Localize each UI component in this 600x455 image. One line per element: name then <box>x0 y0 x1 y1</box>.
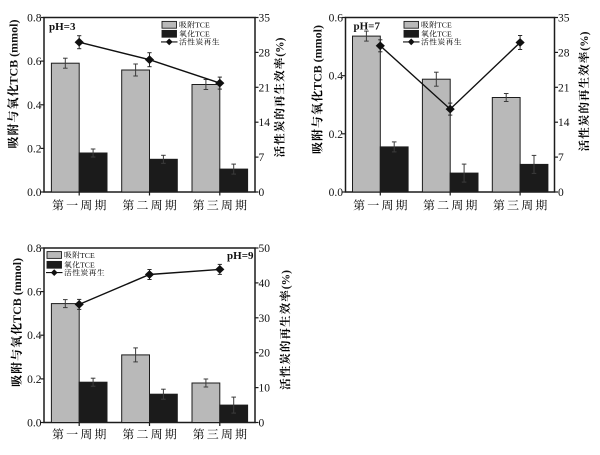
svg-text:TCB: TCB <box>311 65 325 90</box>
svg-text:(%): (%) <box>280 270 292 289</box>
svg-text:pH=9: pH=9 <box>227 250 254 262</box>
svg-text:14: 14 <box>558 117 570 129</box>
svg-text:20: 20 <box>259 348 271 360</box>
svg-text:TCE: TCE <box>195 21 210 30</box>
svg-text:0.2: 0.2 <box>329 129 344 141</box>
svg-text:0.4: 0.4 <box>27 100 42 112</box>
svg-text:pH=3: pH=3 <box>49 21 76 33</box>
svg-text:30: 30 <box>259 313 271 325</box>
svg-text:21: 21 <box>558 82 570 94</box>
svg-text:0.6: 0.6 <box>27 287 42 299</box>
svg-text:(mmol): (mmol) <box>6 19 20 56</box>
svg-text:7: 7 <box>558 152 564 164</box>
svg-text:0.6: 0.6 <box>27 56 42 68</box>
svg-text:0.6: 0.6 <box>329 13 344 25</box>
svg-text:(%): (%) <box>579 31 591 50</box>
svg-text:TCE: TCE <box>437 30 452 39</box>
svg-text:TCE: TCE <box>195 30 210 39</box>
svg-text:10: 10 <box>259 383 271 395</box>
svg-text:0.2: 0.2 <box>27 374 42 386</box>
svg-text:(mmol): (mmol) <box>311 25 325 62</box>
svg-text:TCE: TCE <box>80 261 95 270</box>
svg-text:0.2: 0.2 <box>27 143 42 155</box>
svg-text:0: 0 <box>558 187 564 199</box>
svg-text:0: 0 <box>259 418 265 430</box>
svg-text:(mmol): (mmol) <box>10 258 24 295</box>
svg-text:0.0: 0.0 <box>27 418 42 430</box>
svg-text:28: 28 <box>558 47 570 59</box>
svg-text:pH=7: pH=7 <box>354 21 381 33</box>
svg-text:0: 0 <box>259 187 265 199</box>
svg-text:0.8: 0.8 <box>27 243 42 255</box>
svg-text:0.4: 0.4 <box>27 330 42 342</box>
svg-text:TCE: TCE <box>80 251 95 260</box>
svg-text:35: 35 <box>259 13 271 25</box>
svg-text:40: 40 <box>259 278 271 290</box>
svg-text:0.0: 0.0 <box>329 187 344 199</box>
svg-text:TCB: TCB <box>10 298 24 323</box>
svg-text:35: 35 <box>558 13 570 25</box>
svg-text:TCE: TCE <box>437 21 452 30</box>
svg-text:7: 7 <box>259 152 265 164</box>
svg-text:14: 14 <box>259 117 271 129</box>
svg-text:21: 21 <box>259 82 271 94</box>
svg-text:TCB: TCB <box>6 60 20 85</box>
svg-text:0.0: 0.0 <box>27 187 42 199</box>
svg-text:0.8: 0.8 <box>27 13 42 25</box>
svg-text:0.4: 0.4 <box>329 71 344 83</box>
svg-text:28: 28 <box>259 47 271 59</box>
svg-text:50: 50 <box>259 243 271 255</box>
svg-text:(%): (%) <box>275 37 287 56</box>
